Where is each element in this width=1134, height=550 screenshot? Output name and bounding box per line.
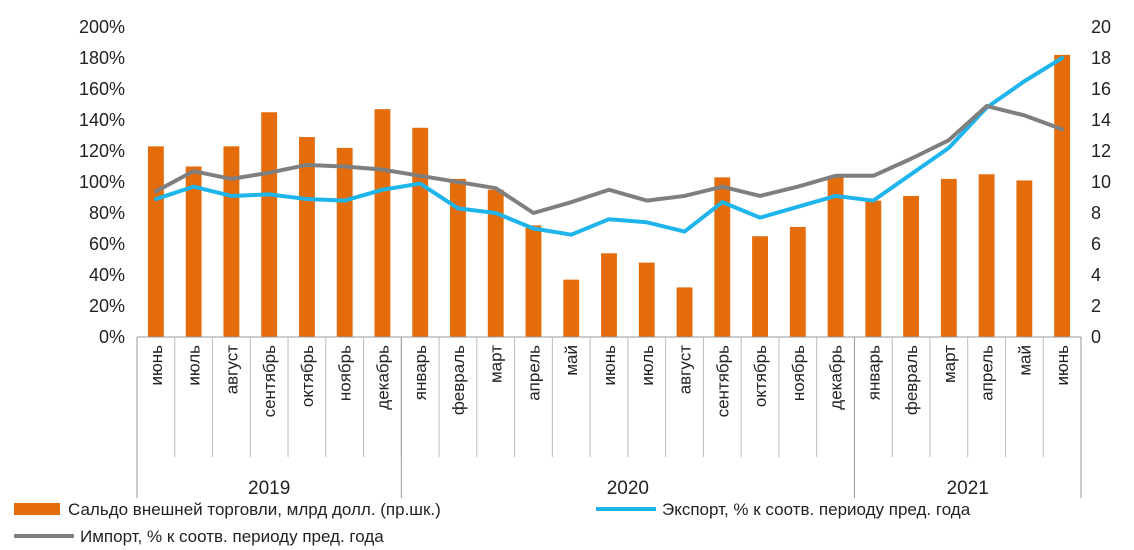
bar-saldo [601, 253, 617, 337]
legend-swatch-saldo [14, 503, 60, 515]
y-left-tick-label: 0% [99, 327, 125, 347]
x-tick-label: август [676, 345, 695, 394]
x-tick-label: апрель [524, 345, 543, 401]
y-left-tick-label: 20% [89, 296, 125, 316]
y-right-tick-label: 2 [1091, 296, 1101, 316]
bar-saldo [827, 177, 844, 337]
x-tick-label: май [1015, 345, 1034, 376]
bar-saldo [185, 166, 202, 337]
x-tick-label: апрель [978, 345, 997, 401]
legend-label: Сальдо внешней торговли, млрд долл. (пр.… [68, 500, 441, 519]
bar-saldo [223, 146, 240, 337]
bar-saldo [298, 137, 315, 337]
y-left-tick-label: 140% [79, 110, 125, 130]
x-tick-label: январь [864, 345, 883, 400]
x-tick-label: ноябрь [336, 345, 355, 401]
y-right-tick-label: 14 [1091, 110, 1111, 130]
bar-saldo [903, 195, 920, 337]
bar-saldo [638, 262, 655, 337]
bar-saldo [714, 177, 731, 337]
legend-label: Импорт, % к соотв. периоду пред. года [80, 527, 384, 546]
bar-saldo [940, 178, 957, 337]
y-right-tick-label: 6 [1091, 234, 1101, 254]
y-right-tick-label: 10 [1091, 172, 1111, 192]
y-right-tick-label: 16 [1091, 79, 1111, 99]
x-tick-label: март [940, 345, 959, 383]
x-tick-label: июль [638, 345, 657, 386]
bar-saldo [752, 236, 768, 337]
bar-saldo [450, 178, 466, 337]
x-tick-label: февраль [902, 345, 921, 415]
x-tick-label: июнь [1053, 345, 1072, 386]
y-right-tick-label: 8 [1091, 203, 1101, 223]
x-tick-label: декабрь [827, 345, 846, 410]
y-left-tick-label: 80% [89, 203, 125, 223]
line-export [153, 56, 1065, 237]
bar-saldo [261, 112, 278, 337]
bar-saldo [147, 146, 164, 337]
bar-saldo [789, 226, 806, 337]
y-right-tick-label: 18 [1091, 48, 1111, 68]
bar-saldo [1054, 54, 1071, 338]
x-tick-label: сентябрь [713, 345, 732, 418]
year-label: 2020 [607, 478, 649, 499]
legend-label: Экспорт, % к соотв. периоду пред. года [662, 500, 971, 519]
y-left-tick-label: 40% [89, 265, 125, 285]
y-right-tick-label: 12 [1091, 141, 1111, 161]
year-label: 2021 [947, 478, 989, 499]
x-tick-label: июнь [147, 345, 166, 386]
x-tick-label: июнь [600, 345, 619, 386]
bar-saldo [412, 127, 429, 337]
y-left-tick-label: 60% [89, 234, 125, 254]
line-import [153, 104, 1065, 215]
y-left-tick-label: 200% [79, 17, 125, 37]
x-tick-label: декабрь [373, 345, 392, 410]
bar-saldo [525, 225, 542, 337]
y-right-tick-label: 0 [1091, 327, 1101, 347]
x-tick-label: октябрь [751, 345, 770, 407]
bar-saldo [487, 189, 504, 337]
bar-saldo [676, 287, 693, 337]
x-tick-label: март [487, 345, 506, 383]
bar-saldo [865, 200, 882, 337]
bar-saldo [563, 279, 580, 337]
y-right-tick-label: 4 [1091, 265, 1101, 285]
x-tick-label: май [562, 345, 581, 376]
bar-saldo [374, 109, 391, 338]
y-left-tick-label: 160% [79, 79, 125, 99]
x-tick-label: январь [411, 345, 430, 400]
x-tick-label: июль [185, 345, 204, 386]
y-left-tick-label: 180% [79, 48, 125, 68]
x-tick-label: август [222, 345, 241, 394]
x-tick-label: октябрь [298, 345, 317, 407]
x-tick-label: февраль [449, 345, 468, 415]
bar-saldo [978, 174, 995, 337]
y-right-tick-label: 20 [1091, 17, 1111, 37]
bar-saldo [1016, 180, 1033, 337]
y-left-tick-label: 100% [79, 172, 125, 192]
bar-saldo [336, 147, 353, 337]
x-tick-label: сентябрь [260, 345, 279, 418]
year-label: 2019 [248, 478, 290, 499]
y-left-tick-label: 120% [79, 141, 125, 161]
x-tick-label: ноябрь [789, 345, 808, 401]
